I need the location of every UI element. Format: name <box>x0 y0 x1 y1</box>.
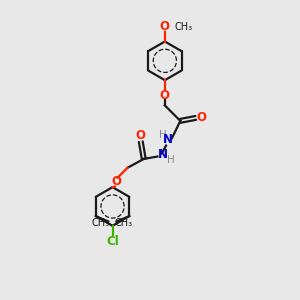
Text: CH₃: CH₃ <box>92 218 110 228</box>
Text: O: O <box>136 129 146 142</box>
Text: N: N <box>158 148 168 161</box>
Text: H: H <box>167 155 175 165</box>
Text: O: O <box>111 175 121 188</box>
Text: Cl: Cl <box>106 235 119 248</box>
Text: H: H <box>159 130 167 140</box>
Text: O: O <box>159 20 169 33</box>
Text: N: N <box>163 133 173 146</box>
Text: O: O <box>160 88 170 101</box>
Text: CH₃: CH₃ <box>174 22 193 32</box>
Text: O: O <box>197 111 207 124</box>
Text: CH₃: CH₃ <box>114 218 132 228</box>
